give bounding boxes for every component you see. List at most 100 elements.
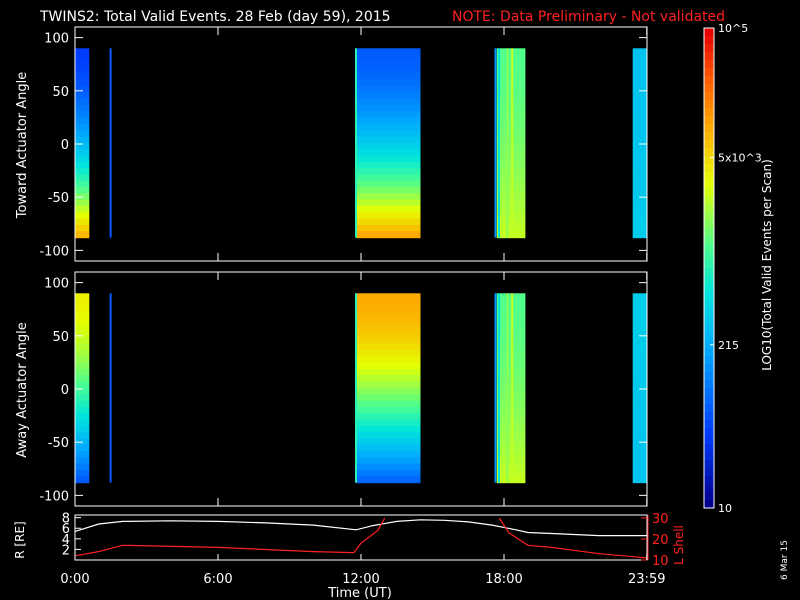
colorbar-tick-label: 215	[718, 339, 739, 352]
heatmap-cell	[632, 451, 647, 458]
colorbar-cell	[704, 436, 714, 445]
heatmap-cell	[632, 432, 647, 439]
heatmap-cell	[356, 67, 421, 75]
colorbar-cell	[704, 108, 714, 117]
heatmap-cell	[356, 206, 421, 213]
heatmap-cell	[632, 142, 647, 150]
heatmap-cell	[356, 180, 421, 188]
colorbar-cell	[704, 372, 714, 381]
away-panel: 100 50 0 -50 -100	[39, 271, 648, 507]
heatmap-cell	[356, 362, 421, 370]
heatmap-cell	[356, 400, 421, 408]
heatmap-cell	[356, 463, 421, 471]
heatmap-cell	[496, 457, 526, 465]
y-tick-label: -50	[48, 436, 69, 451]
heatmap-cell	[496, 86, 526, 93]
heatmap-cell	[496, 375, 526, 383]
colorbar-cell	[704, 420, 714, 429]
heatmap-cell	[632, 293, 647, 301]
heatmap-cell	[356, 299, 421, 307]
colorbar-cell	[704, 28, 714, 37]
heatmap-cell	[496, 312, 526, 320]
heatmap-cell	[632, 105, 647, 112]
heatmap-cell	[75, 149, 90, 157]
heatmap-cell	[632, 155, 647, 163]
heatmap-cell	[632, 362, 647, 370]
heatmap-cell	[75, 362, 90, 370]
heatmap-cell	[356, 48, 421, 56]
x-tick-label: 18:00	[485, 572, 522, 587]
heatmap-cell	[75, 231, 90, 239]
heatmap-cell	[75, 73, 90, 81]
heatmap-cell	[75, 124, 90, 131]
heatmap-cell	[632, 117, 647, 125]
heatmap-cell	[75, 180, 90, 188]
heatmap-cell	[496, 324, 526, 332]
heatmap-cell	[496, 124, 526, 131]
heatmap-cell	[356, 130, 421, 138]
colorbar-cell	[704, 500, 714, 509]
colorbar-cell	[704, 156, 714, 165]
heatmap-cell	[75, 161, 90, 169]
heatmap-cell	[75, 350, 90, 357]
heatmap-stripe	[511, 48, 514, 238]
heatmap-cell	[496, 212, 526, 220]
colorbar-cell	[704, 180, 714, 189]
heatmap-cell	[496, 369, 526, 376]
heatmap-cell	[75, 105, 90, 112]
heatmap-cell	[632, 67, 647, 75]
heatmap-cell	[496, 343, 526, 351]
heatmap-cell	[632, 324, 647, 332]
heatmap-cell	[75, 206, 90, 213]
heatmap-cell	[75, 225, 90, 232]
heatmap-cell	[496, 206, 526, 213]
panel1-ylabel: Toward Actuator Angle	[15, 72, 30, 219]
heatmap-cell	[496, 476, 526, 484]
heatmap-cell	[632, 98, 647, 106]
heatmap-cell	[356, 305, 421, 313]
heatmap-cell	[632, 305, 647, 313]
heatmap-cell	[496, 199, 526, 207]
x-tick-label: 12:00	[342, 572, 379, 587]
colorbar-cell	[704, 196, 714, 205]
colorbar-cell	[704, 84, 714, 93]
heatmap-cell	[496, 67, 526, 75]
heatmap-cell	[75, 155, 90, 163]
heatmap-cell	[496, 432, 526, 439]
x-axis-label: Time (UT)	[327, 586, 392, 600]
heatmap-stripe	[506, 48, 509, 238]
colorbar: 10^5 5x10^3 215 10	[703, 22, 762, 515]
heatmap-cell	[75, 187, 90, 194]
heatmap-stripe	[498, 48, 500, 238]
r-axis-label: R [RE]	[13, 521, 27, 558]
y-tick-label: -50	[48, 191, 69, 206]
heatmap-cell	[632, 413, 647, 421]
heatmap-cell	[75, 463, 90, 471]
heatmap-cell	[75, 54, 90, 62]
heatmap-cell	[356, 155, 421, 163]
heatmap-cell	[632, 470, 647, 477]
heatmap-cell	[496, 444, 526, 452]
colorbar-cell	[704, 228, 714, 237]
heatmap-cell	[632, 444, 647, 452]
heatmap-cell	[632, 124, 647, 131]
heatmap-cell	[632, 350, 647, 357]
heatmap-cell	[75, 444, 90, 452]
heatmap-cell	[496, 394, 526, 402]
colorbar-cell	[704, 380, 714, 389]
heatmap-cell	[75, 375, 90, 383]
heatmap-cell	[75, 457, 90, 465]
heatmap-stripe	[506, 293, 509, 483]
heatmap-cell	[632, 180, 647, 188]
colorbar-cell	[704, 308, 714, 317]
colorbar-cell	[704, 300, 714, 309]
heatmap-cell	[75, 356, 90, 364]
colorbar-cell	[704, 220, 714, 229]
heatmap-cell	[75, 48, 90, 56]
heatmap-cell	[496, 111, 526, 119]
heatmap-cell	[632, 369, 647, 376]
colorbar-cell	[704, 212, 714, 221]
heatmap-cell	[75, 369, 90, 376]
colorbar-cell	[704, 404, 714, 413]
colorbar-cell	[704, 428, 714, 437]
